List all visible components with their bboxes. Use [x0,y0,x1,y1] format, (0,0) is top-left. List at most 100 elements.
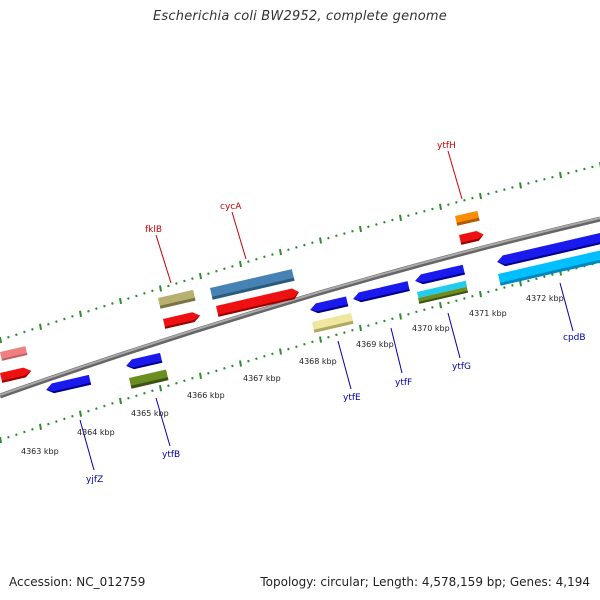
inner-tick-mark [247,359,250,363]
gene-arrow-ytfH[interactable] [459,230,485,245]
outer-tick-mark [503,188,506,191]
outer-tick-mark [183,279,186,283]
outer-tick-mark [447,203,450,206]
outer-tick-mark [471,196,474,200]
outer-tick-mark [79,310,82,317]
outer-tick-mark [159,285,162,292]
outer-tick-mark [399,214,402,221]
gene-block-steelblue[interactable] [210,269,295,300]
inner-tick-mark [335,333,338,337]
inner-tick-mark [551,273,554,276]
gene-label-cycA[interactable]: cycA [220,202,242,212]
gene-arrow[interactable] [0,366,32,383]
gene-arrow-cycA[interactable] [216,287,300,317]
forward-strand-features [0,210,485,383]
inner-tick-mark [215,369,218,373]
inner-tick-mark [95,407,98,410]
inner-tick-mark [159,385,162,392]
outer-tick-mark [15,333,18,337]
forward-gene-labels: fklB cycA ytfH [145,141,456,235]
inner-tick-mark [407,312,410,316]
inner-tick-mark [543,275,546,279]
outer-tick-mark [407,214,410,217]
gene-arrow[interactable] [414,264,465,286]
inner-tick-mark [271,352,274,356]
outer-tick-mark [463,198,466,202]
gene-label-ytfF[interactable]: ytfF [395,378,412,388]
genome-backbone-highlight [0,217,600,396]
gene-block-ytfG-cyan[interactable] [417,280,468,298]
outer-tick-mark [551,175,554,179]
kbp-label: 4368 kbp [299,357,337,366]
inner-tick-mark [119,397,122,405]
gene-block-orange[interactable] [455,210,480,226]
inner-tick-mark [103,404,106,408]
gene-arrow-yjfZ[interactable] [45,374,92,395]
outer-tick-mark [103,304,106,308]
gene-block-ytfE[interactable] [312,313,354,333]
inner-tick-mark [87,409,90,413]
inner-tick-mark [231,364,234,368]
gene-arrow[interactable] [125,352,163,371]
gene-label-ytfE[interactable]: ytfE [343,393,361,403]
outer-tick-mark [319,237,322,244]
kbp-label: 4369 kbp [356,340,394,349]
inner-tick-mark [431,306,434,309]
gene-block-ytfG-green[interactable] [418,286,469,304]
inner-tick-mark [7,435,10,439]
outer-tick-mark [367,225,370,229]
outer-tick-mark [231,265,234,268]
inner-tick-mark [191,376,194,380]
outer-tick-mark [271,253,274,256]
gene-block-ytfB[interactable] [129,369,169,389]
inner-tick-mark [127,396,130,400]
forward-label-leaders [155,150,463,284]
inner-tick-mark [359,324,362,332]
inner-tick-mark [39,423,42,430]
gene-arrow[interactable] [309,296,349,314]
inner-tick-mark [239,360,242,367]
outer-tick-mark [431,207,434,211]
gene-arrow[interactable] [0,346,28,361]
outer-tick-mark [151,289,154,293]
inner-tick-mark [375,321,378,325]
gene-label-ytfH[interactable]: ytfH [437,141,456,151]
inner-tick-mark [151,389,154,393]
inner-tick-mark [71,414,74,418]
gene-arrow-ytfF[interactable] [352,281,410,304]
inner-tick-mark [263,354,266,358]
inner-tick-mark [175,381,178,385]
outer-tick-mark [359,225,362,233]
reverse-gene-labels: yjfZ ytfB ytfE ytfF ytfG cpdB [86,333,586,485]
inner-tick-mark [511,284,514,287]
inner-tick-mark [199,372,202,379]
inner-tick-mark [479,290,482,298]
outer-tick-mark [39,323,42,330]
outer-tick-mark [279,248,282,256]
gene-label-cpdB[interactable]: cpdB [563,333,586,343]
kbp-label: 4367 kbp [243,374,281,383]
gene-label-fklB[interactable]: fklB [145,225,162,235]
inner-tick-mark [255,357,258,361]
kbp-label: 4364 kbp [77,428,115,437]
gene-arrow-fklB[interactable] [163,311,201,329]
gene-label-ytfG[interactable]: ytfG [452,362,471,372]
reverse-label-leaders [79,282,574,471]
inner-tick-mark [327,335,330,339]
outer-tick-mark [495,190,498,194]
gene-arrow-cpdB[interactable] [496,232,600,267]
outer-tick-mark [119,297,122,305]
inner-tick-mark [495,288,498,292]
inner-tick-mark [423,308,426,312]
inner-tick-mark [31,428,34,431]
genome-title: Escherichia coli BW2952, complete genome [153,9,447,24]
gene-label-yjfZ[interactable]: yjfZ [86,475,103,485]
inner-tick-mark [535,277,538,281]
gene-block-cpdB-skyblue[interactable] [498,249,600,286]
accession-text: Accession: NC_012759 [9,575,146,589]
gene-label-ytfB[interactable]: ytfB [162,450,180,460]
outer-tick-mark [263,255,266,259]
gene-block-olive[interactable] [158,289,196,309]
outer-tick-mark [207,272,210,276]
